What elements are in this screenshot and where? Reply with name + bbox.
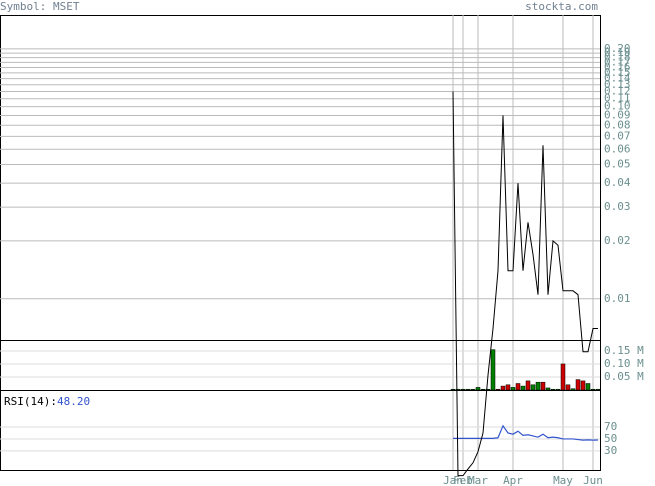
volume-bar	[520, 385, 526, 391]
volume-tick-label: 0.15 M	[604, 344, 644, 357]
x-tick-label: Mar	[468, 474, 488, 486]
volume-bar	[475, 387, 481, 391]
volume-bar	[535, 381, 541, 391]
volume-bar	[565, 384, 571, 391]
y-tick-label: 0.10	[604, 100, 631, 113]
volume-tick-label: 0.10 M	[604, 357, 644, 370]
volume-bar	[550, 388, 556, 391]
y-tick-label: 0.16	[604, 60, 631, 73]
volume-bar	[575, 379, 581, 391]
x-tick-label: Apr	[503, 474, 523, 486]
volume-bar	[465, 388, 471, 391]
y-tick-label: 0.08	[604, 118, 631, 131]
y-tick-label: 0.11	[604, 92, 631, 105]
rsi-tick-label: 70	[604, 420, 617, 433]
rsi-value: 48.20	[57, 395, 90, 408]
y-tick-label: 0.14	[604, 72, 631, 85]
volume-bar	[570, 388, 576, 391]
y-tick-label: 0.13	[604, 78, 631, 91]
volume-bar	[560, 363, 566, 391]
y-tick-label: 0.12	[604, 84, 631, 97]
volume-bar	[510, 387, 516, 391]
y-tick-label: 0.09	[604, 108, 631, 121]
y-tick-label: 0.18	[604, 51, 631, 64]
volume-bar	[525, 380, 531, 391]
y-tick-label: 0.05	[604, 157, 631, 170]
y-tick-label: 0.07	[604, 129, 631, 142]
x-tick-label: May	[553, 474, 573, 486]
y-tick-label: 0.04	[604, 176, 631, 189]
rsi-line	[453, 424, 599, 441]
volume-bar	[490, 349, 496, 391]
price-line	[452, 91, 598, 477]
rsi-label: RSI(14):	[4, 395, 57, 408]
volume-bar	[580, 380, 586, 391]
symbol-label: Symbol: MSET	[0, 0, 80, 13]
volume-bar	[595, 388, 601, 391]
rsi-tick-label: 30	[604, 444, 617, 457]
y-tick-label: 0.19	[604, 46, 631, 59]
frame	[0, 15, 601, 471]
volume-bar	[460, 388, 466, 391]
volume-tick-label: 0.05 M	[604, 370, 644, 383]
volume-bar	[545, 387, 551, 391]
volume-bar	[515, 383, 521, 391]
source: stockta.com	[525, 0, 598, 13]
volume-bar	[555, 388, 561, 391]
volume-bar	[505, 384, 511, 391]
volume-bar	[530, 384, 536, 391]
volume-bar	[470, 388, 476, 391]
rsi-tick-label: 50	[604, 432, 617, 445]
y-tick-label: 0.02	[604, 234, 631, 247]
y-tick-label: 0.01	[604, 292, 631, 305]
y-tick-label: 0.03	[604, 200, 631, 213]
volume-bar	[590, 388, 596, 391]
y-tick-label: 0.20	[604, 42, 631, 55]
volume-bar	[480, 388, 486, 391]
volume-bar	[500, 385, 506, 391]
volume-bar	[450, 388, 456, 391]
y-tick-label: 0.06	[604, 142, 631, 155]
x-tick-label: Jan	[443, 474, 463, 486]
x-tick-label: Feb	[453, 474, 473, 486]
volume-bar	[495, 388, 501, 391]
x-tick-label: Jun	[583, 474, 603, 486]
volume-bar	[585, 383, 591, 391]
y-tick-label: 0.17	[604, 55, 631, 68]
y-tick-label: 0.15	[604, 66, 631, 79]
volume-bar	[540, 381, 546, 391]
